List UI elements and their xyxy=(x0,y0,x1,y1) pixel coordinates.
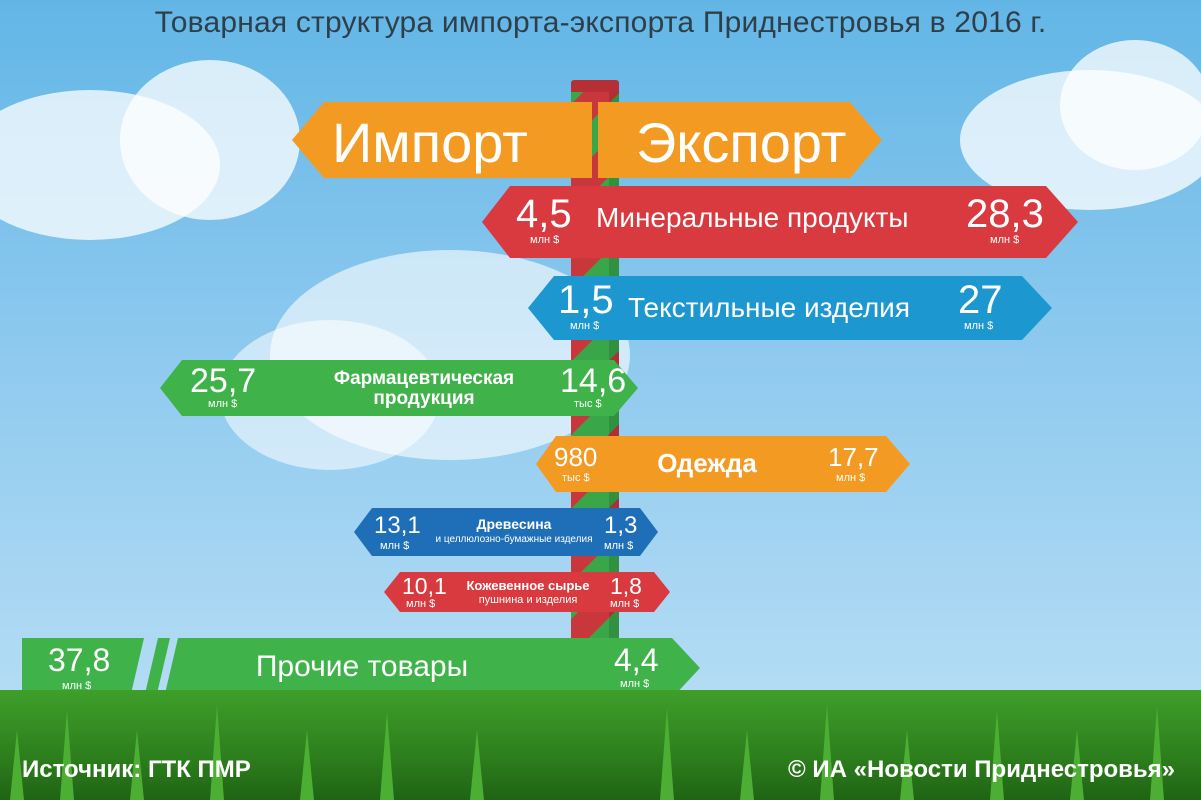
grass-blade xyxy=(380,712,394,800)
category-label: Фармацевтическая xyxy=(333,368,515,389)
sign-wood: 13,1 млн $ Древесина и целлюлозно-бумажн… xyxy=(354,508,658,556)
export-unit: млн $ xyxy=(836,472,866,484)
grass-blade xyxy=(660,708,674,800)
grass-blade xyxy=(990,710,1004,800)
grass-ground xyxy=(0,690,1201,800)
category-label: Древесина xyxy=(476,516,552,532)
export-unit: млн $ xyxy=(610,598,640,610)
export-value: 17,7 xyxy=(828,442,879,472)
category-label: Кожевенное сырье xyxy=(466,578,590,593)
grass-blade xyxy=(820,704,834,800)
source-note: Источник: ГТК ПМР xyxy=(22,756,251,783)
export-unit: млн $ xyxy=(620,678,650,690)
grass-blade xyxy=(900,730,914,800)
import-unit: млн $ xyxy=(62,680,92,692)
export-value: 1,8 xyxy=(610,573,642,599)
grass-blade xyxy=(210,705,224,800)
grass-blade xyxy=(1070,730,1084,800)
category-sublabel: пушнина и изделия xyxy=(478,594,578,606)
export-value: 27 xyxy=(958,278,1003,322)
sign-clothing: 980 тыс $ Одежда 17,7 млн $ xyxy=(536,436,910,492)
import-value: 37,8 xyxy=(48,642,111,678)
sign-leather: 10,1 млн $ Кожевенное сырье пушнина и из… xyxy=(384,572,670,612)
sign-other-goods: 37,8 млн $ Прочие товары 4,4 млн $ xyxy=(22,638,700,698)
import-unit: млн $ xyxy=(208,398,238,410)
import-value: 25,7 xyxy=(190,362,257,400)
import-unit: млн $ xyxy=(530,234,560,246)
category-label: Минеральные продукты xyxy=(596,202,909,233)
import-value: 10,1 xyxy=(402,573,447,599)
grass-blade xyxy=(60,710,74,800)
import-value: 980 xyxy=(554,442,598,472)
category-sublabel: и целлюлозно-бумажные изделия xyxy=(435,534,593,545)
import-value: 4,5 xyxy=(516,192,572,236)
grass-blade xyxy=(130,730,144,800)
export-value: 14,6 xyxy=(560,362,627,400)
export-header-sign: Экспорт xyxy=(598,102,882,178)
export-unit: млн $ xyxy=(990,234,1020,246)
sign-textiles: 1,5 млн $ Текстильные изделия 27 млн $ xyxy=(528,276,1052,340)
grass-blade xyxy=(300,730,314,800)
sign-mineral-products: 4,5 млн $ Минеральные продукты 28,3 млн … xyxy=(482,186,1078,258)
signpost-pole-cap xyxy=(571,80,619,92)
grass-blade xyxy=(740,730,754,800)
import-unit: тыс $ xyxy=(562,472,590,484)
grass-blade xyxy=(470,730,484,800)
grass-blade xyxy=(10,730,24,800)
import-unit: млн $ xyxy=(380,540,410,552)
export-unit: млн $ xyxy=(604,540,634,552)
category-label: Текстильные изделия xyxy=(628,292,910,323)
cloud xyxy=(1060,40,1201,170)
copyright-note: © ИА «Новости Приднестровья» xyxy=(788,756,1175,783)
sign-pharmaceuticals: 25,7 млн $ Фармацевтическая продукция 14… xyxy=(160,360,638,416)
export-unit: тыс $ xyxy=(574,398,602,410)
page-title: Товарная структура импорта-экспорта Прид… xyxy=(154,6,1047,39)
export-value: 28,3 xyxy=(966,192,1044,236)
export-header-label: Экспорт xyxy=(636,111,847,174)
import-unit: млн $ xyxy=(406,598,436,610)
cloud xyxy=(120,60,300,220)
export-value: 4,4 xyxy=(614,642,659,678)
grass-blade xyxy=(1150,706,1164,800)
import-unit: млн $ xyxy=(570,320,600,332)
import-header-label: Импорт xyxy=(332,111,528,174)
category-label-line2: продукция xyxy=(373,388,475,409)
import-header-sign: Импорт xyxy=(292,102,592,178)
export-unit: млн $ xyxy=(964,320,994,332)
category-label: Одежда xyxy=(657,448,757,478)
export-value: 1,3 xyxy=(604,512,638,539)
category-label: Прочие товары xyxy=(255,650,469,683)
import-value: 13,1 xyxy=(374,512,421,539)
import-value: 1,5 xyxy=(558,278,614,322)
